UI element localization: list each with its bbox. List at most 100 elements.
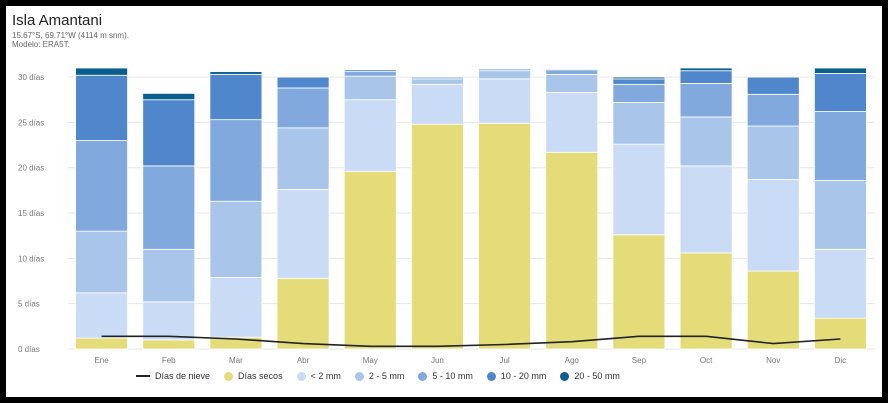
bar-segment[interactable] <box>343 75 397 101</box>
bar-segment[interactable] <box>75 74 128 141</box>
bar-segment[interactable] <box>209 119 263 202</box>
chart-legend: Días de nieve Días secos < 2 mm 2 - 5 mm… <box>136 371 620 381</box>
legend-item-series-3[interactable]: 5 - 10 mm <box>418 371 473 381</box>
legend-item-series-4[interactable]: 10 - 20 mm <box>486 371 547 381</box>
x-tick-label: May <box>363 356 378 365</box>
bar-segment[interactable] <box>814 248 867 319</box>
bar-segment[interactable] <box>75 337 128 350</box>
bar-segment[interactable] <box>612 234 666 350</box>
bar-segment[interactable] <box>612 76 666 80</box>
legend-item-series-5[interactable]: 20 - 50 mm <box>560 371 620 381</box>
y-tick-label: 30 días <box>18 73 44 82</box>
bar-segment[interactable] <box>545 73 599 93</box>
bar-segment[interactable] <box>814 179 867 250</box>
coordinates-text: 15.67°S, 69.71°W (4114 m snm). <box>12 31 129 40</box>
bar-segment[interactable] <box>612 102 666 145</box>
bar-segment[interactable] <box>142 339 196 350</box>
bar-segment[interactable] <box>679 83 733 118</box>
bar-segment[interactable] <box>814 317 867 350</box>
bar-segment[interactable] <box>814 111 867 181</box>
y-tick-label: 15 días <box>18 209 44 218</box>
legend-item-series-1[interactable]: < 2 mm <box>296 371 341 381</box>
bar-segment[interactable] <box>746 93 800 127</box>
bar-segment[interactable] <box>746 76 800 95</box>
bar-segment[interactable] <box>142 301 196 341</box>
bar-segment[interactable] <box>679 70 733 84</box>
bar-segment[interactable] <box>276 127 330 190</box>
x-tick-label: Nov <box>766 356 780 365</box>
bar-segment[interactable] <box>75 292 128 339</box>
legend-item-snow[interactable]: Días de nieve <box>136 371 210 381</box>
bar-segment[interactable] <box>746 125 800 180</box>
legend-dot-marker <box>560 371 570 381</box>
bar-segment[interactable] <box>411 123 464 350</box>
bar-segment[interactable] <box>142 248 196 303</box>
y-tick-label: 10 días <box>18 254 44 263</box>
x-tick-label: Mar <box>229 356 243 365</box>
bar-segment[interactable] <box>276 87 330 129</box>
bar-segment[interactable] <box>679 165 733 254</box>
bar-segment[interactable] <box>343 71 397 77</box>
bar-segment[interactable] <box>545 151 599 350</box>
bar-segment[interactable] <box>679 67 733 72</box>
bar-segment[interactable] <box>142 99 196 167</box>
x-tick-label: Dic <box>835 356 847 365</box>
bar-segment[interactable] <box>612 143 666 236</box>
bar-segment[interactable] <box>209 71 263 75</box>
bar-segment[interactable] <box>612 83 666 103</box>
bar-segment[interactable] <box>814 67 867 74</box>
bar-segment[interactable] <box>746 179 800 272</box>
x-tick-label: Ago <box>565 356 580 365</box>
bar-segment[interactable] <box>209 73 263 121</box>
legend-item-series-0[interactable]: Días secos <box>224 371 283 381</box>
x-tick-label: Ene <box>94 356 109 365</box>
bar-segment[interactable] <box>209 200 263 278</box>
bar-segment[interactable] <box>276 277 330 350</box>
legend-dot-marker <box>486 371 496 381</box>
bar-segment[interactable] <box>746 270 800 350</box>
bar-segment[interactable] <box>679 116 733 167</box>
bar-segment[interactable] <box>545 68 599 71</box>
legend-label: < 2 mm <box>310 371 341 381</box>
y-tick-label: 5 días <box>18 300 40 309</box>
bar-segment[interactable] <box>679 252 733 350</box>
bar-segment[interactable] <box>209 276 263 338</box>
x-tick-label: Oct <box>700 356 713 365</box>
bar-segment[interactable] <box>343 170 397 350</box>
bar-segment[interactable] <box>75 67 128 76</box>
snow-days-line[interactable] <box>101 335 841 348</box>
bar-segment[interactable] <box>545 92 599 153</box>
x-tick-label: Jul <box>499 356 509 365</box>
bar-segment[interactable] <box>478 122 531 350</box>
bar-segment[interactable] <box>276 76 330 89</box>
bar-segment[interactable] <box>814 73 867 112</box>
legend-label: Días secos <box>238 371 283 381</box>
bar-segment[interactable] <box>411 76 464 80</box>
chart-frame: Isla Amantani 15.67°S, 69.71°W (4114 m s… <box>6 6 882 397</box>
legend-dot-marker <box>296 371 306 381</box>
bar-segment[interactable] <box>411 78 464 85</box>
bar-segment[interactable] <box>545 69 599 75</box>
legend-item-series-2[interactable]: 2 - 5 mm <box>354 371 404 381</box>
x-tick-label: Jun <box>431 356 444 365</box>
bar-segment[interactable] <box>478 70 531 80</box>
bar-segment[interactable] <box>411 83 464 125</box>
y-tick-label: 25 días <box>18 118 44 127</box>
x-tick-label: Abr <box>297 356 310 365</box>
bar-segment[interactable] <box>478 78 531 124</box>
legend-dot-marker <box>354 371 364 381</box>
bar-segment[interactable] <box>75 230 128 294</box>
bar-segment[interactable] <box>276 189 330 279</box>
bar-segment[interactable] <box>478 68 531 72</box>
bar-segment[interactable] <box>343 69 397 73</box>
y-tick-label: 0 días <box>18 345 40 354</box>
bar-segment[interactable] <box>142 92 196 101</box>
legend-dot-marker <box>418 371 428 381</box>
bar-segment[interactable] <box>75 140 128 232</box>
bar-segment[interactable] <box>612 78 666 85</box>
legend-label: 10 - 20 mm <box>500 371 547 381</box>
bar-segment[interactable] <box>142 165 196 250</box>
bar-segment[interactable] <box>343 99 397 172</box>
model-text: Modelo: ERA5T. <box>12 40 70 49</box>
stacked-bar-chart: 0 días 5 días 10 días 15 días 20 días 25 días… <box>18 67 874 365</box>
